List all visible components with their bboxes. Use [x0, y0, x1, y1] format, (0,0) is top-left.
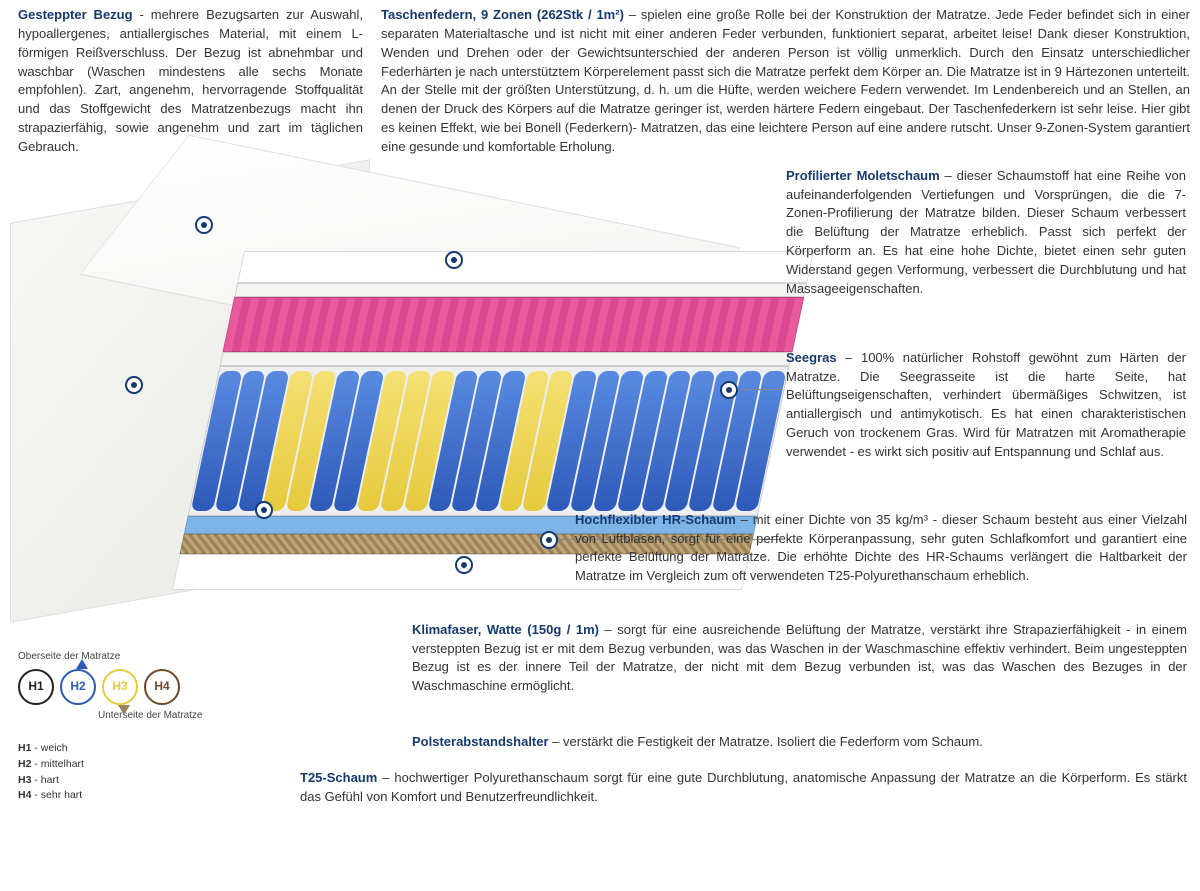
hardness-key-code: H1 — [18, 742, 31, 754]
hardness-circles-row: H1H2H3H4 — [18, 669, 268, 705]
hardness-key: H4 - sehr hart — [18, 788, 268, 804]
annotation-heading: Polsterabstandshalter — [412, 734, 549, 749]
cover-heading: Gesteppter Bezug — [18, 7, 133, 22]
annotation-heading: Seegras — [786, 350, 837, 365]
layer-top-cover — [237, 251, 814, 283]
springs-description: Taschenfedern, 9 Zonen (262Stk / 1m²) – … — [381, 6, 1190, 157]
annotation-heading: T25-Schaum — [300, 770, 377, 785]
annotation-heading: Klimafaser, Watte (150g / 1m) — [412, 622, 599, 637]
layer-pocket-springs — [188, 366, 790, 516]
annotation-t25: T25-Schaum – hochwertiger Polyurethansch… — [300, 769, 1187, 807]
hardness-key: H2 - mittelhart — [18, 757, 268, 773]
annotation-hr: Hochflexibler HR-Schaum – mit einer Dich… — [575, 511, 1187, 586]
leader-line — [740, 389, 782, 390]
hardness-key-code: H3 — [18, 774, 31, 786]
annotation-text: – hochwertiger Polyurethanschaum sorgt f… — [300, 770, 1187, 804]
layer-pad-2 — [220, 352, 793, 366]
callout-dot-icon — [540, 531, 558, 549]
hardness-key-label: - hart — [31, 774, 58, 786]
annotation-polster: Polsterabstandshalter – verstärkt die Fe… — [412, 733, 1187, 752]
annotation-seegras: Seegras – 100% natürlicher Rohstoff gewö… — [786, 349, 1186, 462]
callout-dot-icon — [125, 376, 143, 394]
callout-dot-icon — [445, 251, 463, 269]
hardness-circle-h3: H3 — [102, 669, 138, 705]
hardness-circle-h4: H4 — [144, 669, 180, 705]
callout-dot-icon — [255, 501, 273, 519]
layer-molet-foam — [223, 297, 805, 352]
top-text-row: Gesteppter Bezug - mehrere Bezugsarten z… — [0, 0, 1200, 157]
hardness-key-code: H2 — [18, 758, 31, 770]
annotation-text: – dieser Schaumstoff hat eine Reihe von … — [786, 168, 1186, 296]
callout-dot-icon — [195, 216, 213, 234]
arrow-down-icon — [118, 705, 130, 715]
annotation-molet: Profilierter Moletschaum – dieser Schaum… — [786, 167, 1186, 299]
hardness-circle-h2: H2 — [60, 669, 96, 705]
cover-text: - mehrere Bezugsarten zur Auswahl, hypoa… — [18, 7, 363, 154]
hardness-circle-h1: H1 — [18, 669, 54, 705]
hardness-key-label: - sehr hart — [31, 789, 82, 801]
legend-top-label: Oberseite der Matratze — [18, 650, 268, 665]
springs-heading: Taschenfedern, 9 Zonen (262Stk / 1m²) — [381, 7, 624, 22]
annotation-text: – verstärkt die Festigkeit der Matratze.… — [549, 734, 983, 749]
springs-text: – spielen eine große Rolle bei der Konst… — [381, 7, 1190, 154]
hardness-legend: Oberseite der Matratze H1H2H3H4 Untersei… — [18, 650, 268, 804]
hardness-key-code: H4 — [18, 789, 31, 801]
callout-dot-icon — [455, 556, 473, 574]
arrow-up-icon — [76, 659, 88, 669]
hardness-key-label: - weich — [31, 742, 67, 754]
hardness-key-label: - mittelhart — [31, 758, 84, 770]
hardness-key: H1 - weich — [18, 741, 268, 757]
annotation-heading: Profilierter Moletschaum — [786, 168, 940, 183]
annotation-heading: Hochflexibler HR-Schaum — [575, 512, 736, 527]
annotation-klima: Klimafaser, Watte (150g / 1m) – sorgt fü… — [412, 621, 1187, 696]
hardness-key: H3 - hart — [18, 773, 268, 789]
layer-pad-upper — [234, 283, 807, 297]
hardness-key-list: H1 - weichH2 - mittelhartH3 - hartH4 - s… — [18, 741, 268, 804]
annotation-text: – 100% natürlicher Rohstoff gewöhnt zum … — [786, 350, 1186, 459]
callout-dot-icon — [720, 381, 738, 399]
